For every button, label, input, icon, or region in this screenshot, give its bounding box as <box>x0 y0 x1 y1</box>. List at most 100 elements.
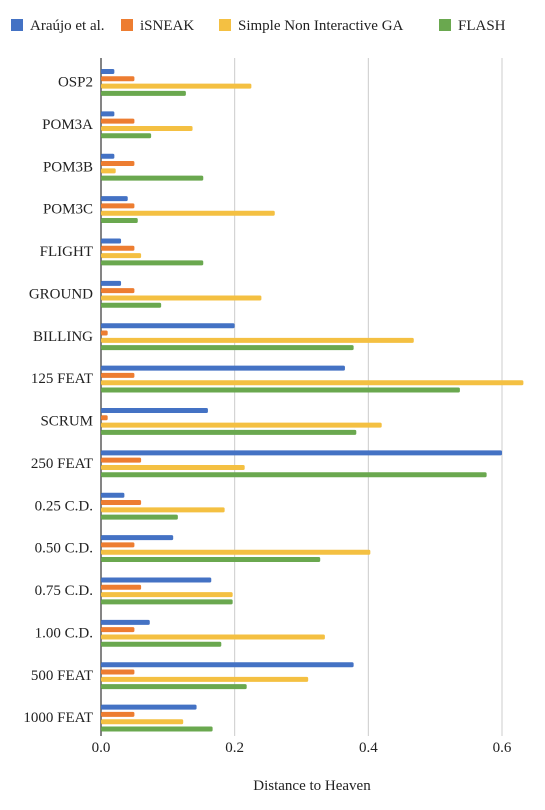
bar-isneak-flight <box>101 245 135 251</box>
bar-ara-jo-et-al--ground <box>101 280 122 286</box>
bar-ara-jo-et-al--0-25-c-d- <box>101 492 125 498</box>
category-label: OSP2 <box>58 75 93 91</box>
bar-isneak-scrum <box>101 415 108 421</box>
bar-flash-0-75-c-d- <box>101 599 233 605</box>
bar-flash-500-feat <box>101 684 247 690</box>
bar-flash-scrum <box>101 429 357 435</box>
category-label: 250 FEAT <box>31 456 93 472</box>
bar-simple-non-interactive-ga-0-50-c-d- <box>101 549 371 555</box>
bar-flash-0-50-c-d- <box>101 557 321 563</box>
bar-simple-non-interactive-ga-pom3c <box>101 210 275 216</box>
category-label: SCRUM <box>40 414 93 430</box>
bar-simple-non-interactive-ga-pom3a <box>101 125 193 131</box>
bar-simple-non-interactive-ga-0-75-c-d- <box>101 592 233 598</box>
x-tick-label: 0.2 <box>225 740 244 756</box>
category-label: 125 FEAT <box>31 371 93 387</box>
legend-label: Simple Non Interactive GA <box>238 18 404 34</box>
bar-flash-1-00-c-d- <box>101 641 222 647</box>
bar-isneak-pom3a <box>101 118 135 124</box>
bar-isneak-ground <box>101 288 135 294</box>
gridlines <box>100 58 503 736</box>
bar-isneak-0-25-c-d- <box>101 500 142 506</box>
bar-isneak-pom3b <box>101 161 135 167</box>
category-label: GROUND <box>29 286 93 302</box>
category-label: 0.25 C.D. <box>35 498 93 514</box>
legend-swatch <box>439 19 451 31</box>
bar-isneak-500-feat <box>101 669 135 675</box>
bar-simple-non-interactive-ga-scrum <box>101 422 382 428</box>
x-tick-label: 0.4 <box>359 740 378 756</box>
bar-ara-jo-et-al--0-75-c-d- <box>101 577 212 583</box>
bar-simple-non-interactive-ga-ground <box>101 295 262 301</box>
category-label: POM3A <box>42 117 93 133</box>
category-label: 1000 FEAT <box>23 710 93 726</box>
legend-swatch <box>121 19 133 31</box>
bar-isneak-125-feat <box>101 372 135 378</box>
bar-simple-non-interactive-ga-osp2 <box>101 83 252 89</box>
bar-ara-jo-et-al--pom3a <box>101 111 115 117</box>
bar-ara-jo-et-al--1-00-c-d- <box>101 619 150 625</box>
x-tick-label: 0.6 <box>493 740 512 756</box>
bar-flash-flight <box>101 260 204 266</box>
category-label: POM3C <box>43 202 93 218</box>
category-label: 0.75 C.D. <box>35 583 93 599</box>
x-tick-labels: 0.0 0.2 0.4 0.6 <box>92 740 512 756</box>
bar-flash-pom3b <box>101 175 204 181</box>
bar-flash-0-25-c-d- <box>101 514 178 520</box>
legend-label: FLASH <box>458 18 506 34</box>
legend-swatch <box>11 19 23 31</box>
bar-simple-non-interactive-ga-1000-feat <box>101 719 184 725</box>
category-label: BILLING <box>33 329 93 345</box>
legend-swatch <box>219 19 231 31</box>
bar-simple-non-interactive-ga-250-feat <box>101 464 245 470</box>
bar-isneak-250-feat <box>101 457 142 463</box>
bars <box>101 69 524 732</box>
bar-simple-non-interactive-ga-125-feat <box>101 380 524 386</box>
bar-ara-jo-et-al--pom3c <box>101 196 128 202</box>
bar-isneak-1-00-c-d- <box>101 627 135 633</box>
legend: Araújo et al. iSNEAK Simple Non Interactiv… <box>11 18 506 34</box>
category-labels: OSP2 POM3A POM3B POM3C FLIGHT GROUND BILLING 12… <box>23 75 93 727</box>
bar-ara-jo-et-al--250-feat <box>101 450 502 456</box>
bar-flash-pom3a <box>101 133 152 139</box>
bar-ara-jo-et-al--pom3b <box>101 153 115 159</box>
category-label: FLIGHT <box>40 244 93 260</box>
x-tick-label: 0.0 <box>92 740 111 756</box>
bar-simple-non-interactive-ga-1-00-c-d- <box>101 634 325 640</box>
category-label: 1.00 C.D. <box>35 625 93 641</box>
bar-flash-billing <box>101 345 354 351</box>
bar-flash-1000-feat <box>101 726 213 732</box>
bar-simple-non-interactive-ga-flight <box>101 253 142 259</box>
category-label: 0.50 C.D. <box>35 541 93 557</box>
bar-isneak-osp2 <box>101 76 135 82</box>
bar-isneak-pom3c <box>101 203 135 209</box>
bar-flash-ground <box>101 302 162 308</box>
x-axis-title: Distance to Heaven <box>253 778 371 794</box>
bar-ara-jo-et-al--0-50-c-d- <box>101 535 174 541</box>
bar-ara-jo-et-al--125-feat <box>101 365 345 371</box>
bar-ara-jo-et-al--flight <box>101 238 122 244</box>
bar-ara-jo-et-al--1000-feat <box>101 704 197 710</box>
bar-flash-pom3c <box>101 218 138 224</box>
legend-label: Araújo et al. <box>30 18 105 34</box>
bar-simple-non-interactive-ga-0-25-c-d- <box>101 507 225 513</box>
bar-flash-osp2 <box>101 90 186 96</box>
bar-isneak-billing <box>101 330 108 336</box>
bar-ara-jo-et-al--500-feat <box>101 662 354 668</box>
bar-ara-jo-et-al--scrum <box>101 408 208 413</box>
category-label: 500 FEAT <box>31 668 93 684</box>
bar-simple-non-interactive-ga-pom3b <box>101 168 116 174</box>
bar-isneak-0-75-c-d- <box>101 584 142 590</box>
bar-ara-jo-et-al--billing <box>101 323 235 329</box>
bar-simple-non-interactive-ga-billing <box>101 337 414 343</box>
bar-isneak-0-50-c-d- <box>101 542 135 548</box>
bar-flash-125-feat <box>101 387 460 393</box>
legend-label: iSNEAK <box>140 18 194 34</box>
bar-isneak-1000-feat <box>101 711 135 717</box>
bar-simple-non-interactive-ga-500-feat <box>101 676 309 682</box>
bar-flash-250-feat <box>101 472 487 478</box>
category-label: POM3B <box>43 159 93 175</box>
bar-ara-jo-et-al--osp2 <box>101 69 115 74</box>
